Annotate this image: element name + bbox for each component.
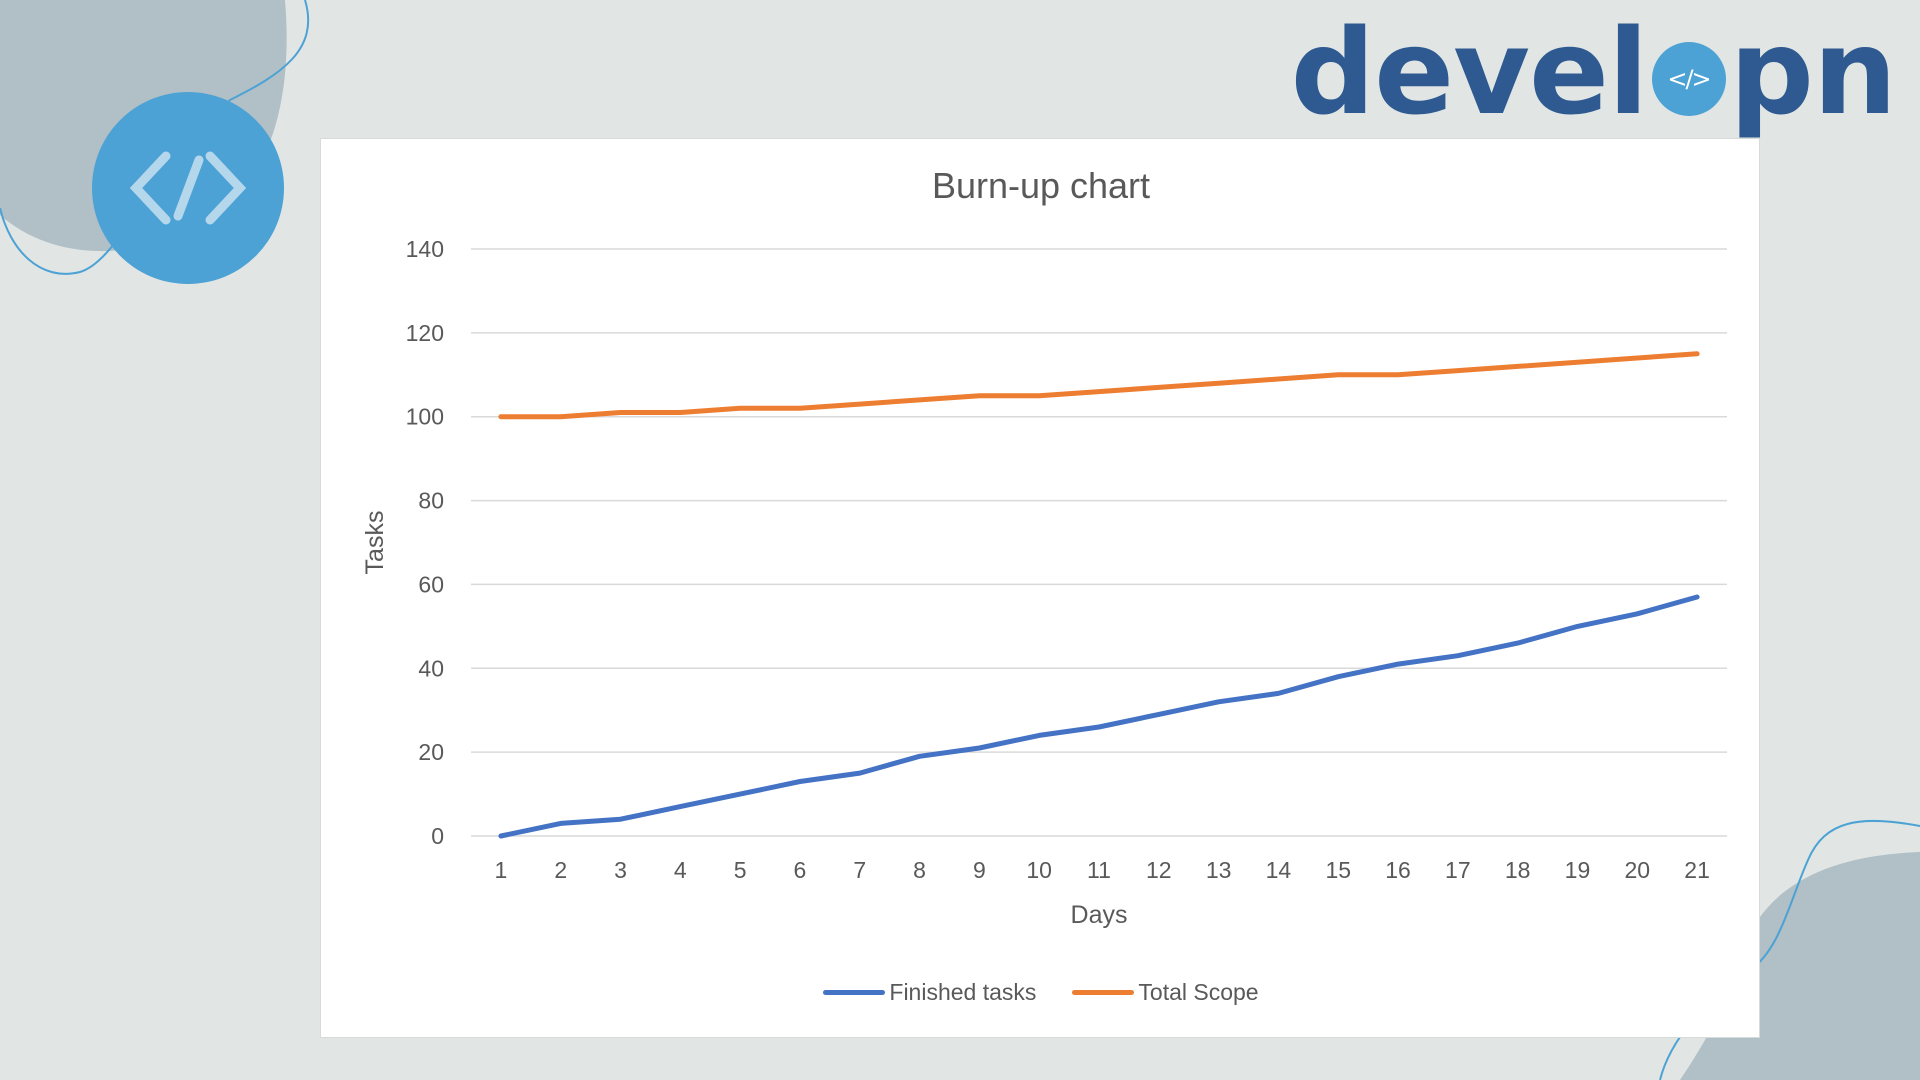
x-tick-label: 14 — [1266, 857, 1292, 883]
y-tick-label: 0 — [431, 823, 444, 849]
y-tick-label: 60 — [418, 571, 444, 597]
brand-text-suffix: pn — [1729, 3, 1897, 141]
chart-title: Burn-up chart — [931, 165, 1151, 206]
code-brackets-icon — [129, 151, 247, 225]
x-tick-label: 21 — [1684, 857, 1710, 883]
chart-card: Burn-up chart 0 20 40 60 80 100 120 140 1 2 3 4 5 6 7 8… — [320, 138, 1760, 1038]
y-tick-label: 120 — [406, 320, 444, 346]
x-tick-label: 15 — [1325, 857, 1351, 883]
brand-logo: devel </> pn — [1290, 3, 1897, 141]
legend-item-finished-tasks: Finished tasks — [823, 979, 1036, 1006]
legend-label: Finished tasks — [889, 979, 1037, 1005]
x-tick-label: 16 — [1385, 857, 1411, 883]
x-tick-label: 13 — [1206, 857, 1232, 883]
series-line-total-scope — [498, 351, 1700, 420]
x-tick-label: 18 — [1505, 857, 1531, 883]
brand-code-icon: </> — [1651, 42, 1726, 116]
x-tick-label: 12 — [1146, 857, 1172, 883]
x-tick-label: 10 — [1026, 857, 1052, 883]
x-tick-label: 3 — [614, 857, 627, 883]
x-tick-label: 4 — [674, 857, 687, 883]
x-tick-label: 20 — [1624, 857, 1650, 883]
y-axis-title: Tasks — [361, 511, 389, 575]
x-tick-label: 6 — [794, 857, 807, 883]
brand-text-prefix: devel — [1290, 3, 1649, 141]
x-axis-title: Days — [1071, 901, 1128, 929]
x-tick-label: 5 — [734, 857, 747, 883]
series-line-finished-tasks — [498, 594, 1700, 839]
x-tick-label: 2 — [554, 857, 567, 883]
x-tick-label: 17 — [1445, 857, 1471, 883]
chart-legend: Finished tasks Total Scope — [321, 979, 1761, 1006]
y-tick-label: 140 — [406, 236, 444, 262]
y-tick-label: 100 — [406, 404, 444, 430]
legend-label: Total Scope — [1138, 979, 1259, 1005]
x-tick-label: 19 — [1565, 857, 1591, 883]
x-tick-label: 8 — [913, 857, 926, 883]
x-tick-label: 7 — [853, 857, 866, 883]
x-tick-label: 1 — [495, 857, 508, 883]
y-tick-label: 80 — [418, 488, 444, 514]
legend-swatch — [1072, 990, 1135, 995]
x-tick-label: 11 — [1087, 857, 1111, 883]
x-tick-label: 9 — [973, 857, 986, 883]
y-tick-label: 40 — [418, 655, 444, 681]
y-tick-label: 20 — [418, 739, 444, 765]
legend-item-total-scope: Total Scope — [1072, 979, 1259, 1006]
legend-swatch — [823, 990, 886, 995]
